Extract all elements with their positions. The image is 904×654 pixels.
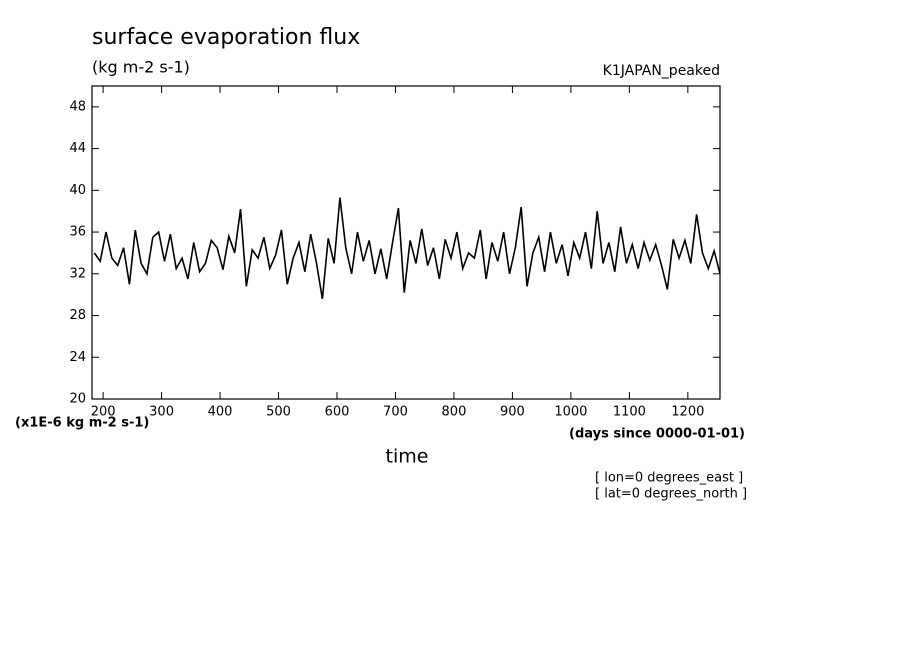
annotation: [ lat=0 degrees_north ] [595,487,747,502]
y-tick-label: 32 [69,266,86,281]
y-tick-label: 44 [69,141,86,156]
y-tick-label: 20 [69,392,86,407]
x-tick-label: 1000 [554,405,587,420]
y-unit-label: (x1E-6 kg m-2 s-1) [15,416,149,431]
y-tick-label: 40 [69,183,86,198]
x-tick-label: 300 [149,405,174,420]
y-tick-label: 36 [69,225,86,240]
x-unit-label: (days since 0000-01-01) [569,427,745,442]
annotation: [ lon=0 degrees_east ] [595,471,743,486]
x-tick-label: 800 [442,405,467,420]
plot-frame [91,85,721,400]
chart-title: surface evaporation flux [92,25,360,50]
experiment-label: K1JAPAN_peaked [603,63,720,79]
chart-subtitle: (kg m-2 s-1) [92,58,190,77]
x-tick-label: 1100 [613,405,646,420]
x-tick-label: 700 [383,405,408,420]
x-tick-label: 1200 [671,405,704,420]
x-tick-label: 400 [208,405,233,420]
y-tick-label: 28 [69,308,86,323]
y-tick-label: 48 [69,99,86,114]
data-line [93,197,721,299]
x-tick-label: 900 [500,405,525,420]
x-axis-label: time [386,446,429,468]
x-tick-label: 200 [91,405,116,420]
y-tick-label: 24 [69,350,86,365]
x-tick-label: 500 [266,405,291,420]
x-tick-label: 600 [325,405,350,420]
